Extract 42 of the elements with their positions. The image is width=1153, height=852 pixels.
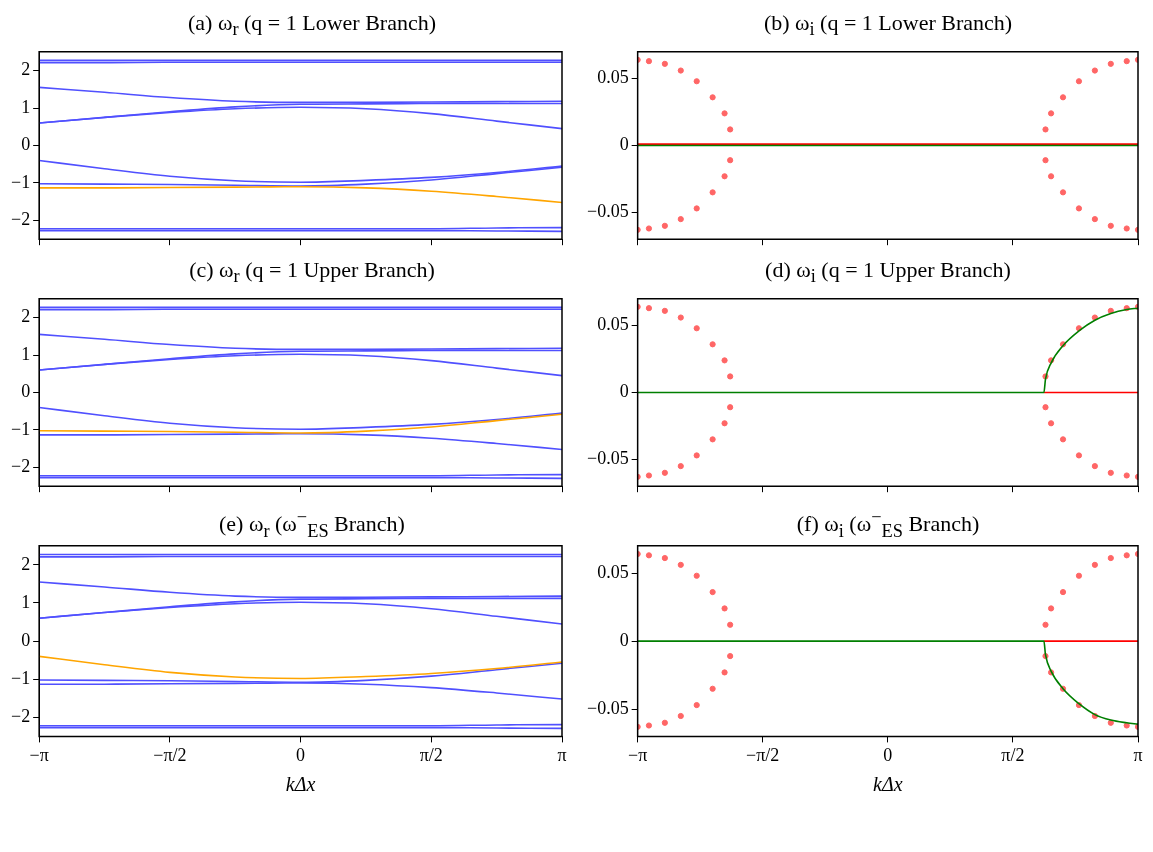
- chart-title: (e) ω$_{r}$ (ω$^{−}$$_{ES}$ Branch): [218, 506, 406, 541]
- y-tick-label: 1: [21, 343, 31, 364]
- y-tick-label: −2: [11, 706, 31, 727]
- chart-title: (d) ω$_{i}$ (q = 1 Upper Branch): [764, 256, 1012, 287]
- y-tick-label: −0.05: [587, 697, 629, 718]
- y-tick-label: 0: [619, 381, 629, 402]
- y-tick-label: −1: [11, 667, 31, 688]
- y-tick-label: 0: [619, 134, 629, 155]
- y-tick-label: −1: [11, 418, 31, 439]
- x-tick-label: 0: [883, 744, 893, 765]
- y-tick-label: 1: [21, 591, 31, 612]
- chart-title: (b) ω$_{i}$ (q = 1 Lower Branch): [762, 9, 1014, 40]
- y-tick-label: 1: [21, 96, 31, 117]
- x-tick-label: π/2: [1001, 744, 1025, 765]
- y-tick-label: 2: [21, 306, 31, 327]
- x-tick-label: −π/2: [153, 744, 187, 765]
- y-tick-label: 0.05: [597, 561, 629, 582]
- y-tick-label: 2: [21, 553, 31, 574]
- x-tick-label: 0: [296, 744, 306, 765]
- y-tick-label: −1: [11, 171, 31, 192]
- y-tick-label: 0.05: [597, 67, 629, 88]
- y-tick-label: 0: [619, 629, 629, 650]
- y-tick-label: 0: [21, 134, 31, 155]
- x-tick-label: −π/2: [746, 744, 780, 765]
- y-tick-label: −0.05: [587, 201, 629, 222]
- y-tick-label: 0.05: [597, 314, 629, 335]
- x-tick-label: −π: [628, 744, 648, 765]
- y-tick-label: −2: [11, 209, 31, 230]
- chart-title: (c) ω$_{r}$ (q = 1 Upper Branch): [188, 256, 436, 287]
- x-axis-title: kΔx: [285, 773, 316, 796]
- y-tick-label: 0: [21, 629, 31, 650]
- x-axis-title: kΔx: [873, 773, 903, 796]
- chart-title: (a) ω$_{r}$ (q = 1 Lower Branch): [187, 9, 437, 40]
- x-tick-label: π: [557, 744, 567, 765]
- y-tick-label: −0.05: [587, 448, 629, 469]
- y-tick-label: −2: [11, 456, 31, 477]
- y-tick-label: 0: [21, 381, 31, 402]
- x-tick-label: −π: [29, 744, 49, 765]
- y-tick-label: 2: [21, 59, 31, 80]
- x-tick-label: π/2: [419, 744, 443, 765]
- x-tick-label: π: [1133, 744, 1143, 765]
- chart-title: (f) ω$_{i}$ (ω$^{−}$$_{ES}$ Branch): [795, 506, 981, 541]
